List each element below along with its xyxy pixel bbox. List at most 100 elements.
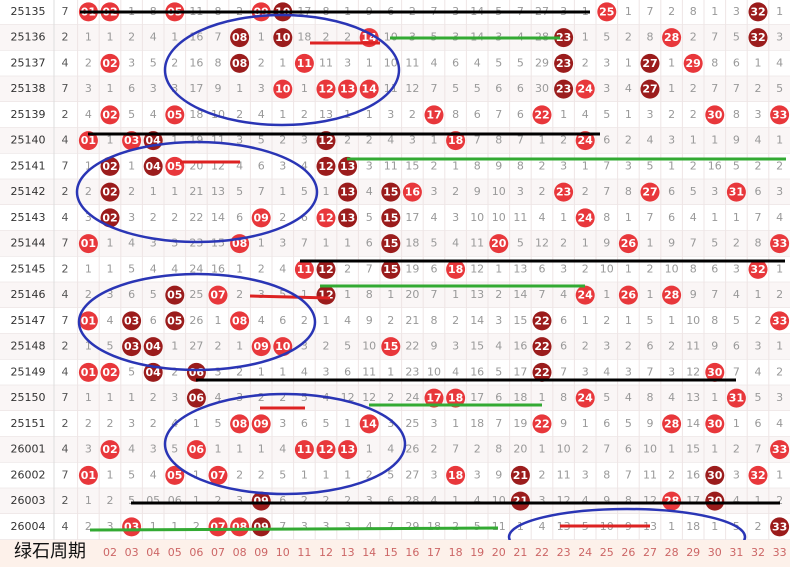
ball xyxy=(554,28,574,48)
omission: 1 xyxy=(776,468,783,481)
omission: 6 xyxy=(301,417,308,430)
omission: 11 xyxy=(643,468,657,481)
circle-annotation xyxy=(75,140,319,244)
omission: 7 xyxy=(560,365,567,378)
ball xyxy=(446,465,466,485)
ball xyxy=(381,234,401,254)
ball-number: 12 xyxy=(318,211,333,224)
ball-number: 06 xyxy=(189,366,205,379)
ball-number: 12 xyxy=(318,83,333,96)
omission: 5 xyxy=(323,417,330,430)
ball xyxy=(100,208,120,228)
ball-number: 02 xyxy=(102,160,117,173)
ball-number: 23 xyxy=(556,186,571,199)
ball xyxy=(208,465,228,485)
ball-number: 09 xyxy=(254,340,269,353)
omission: 2 xyxy=(625,31,632,44)
omission: 6 xyxy=(711,262,718,275)
count: 2 xyxy=(62,108,69,121)
omission: 4 xyxy=(344,314,351,327)
omission: 10 xyxy=(643,443,657,456)
count: 4 xyxy=(62,365,69,378)
omission: 1 xyxy=(668,520,675,533)
ball xyxy=(402,182,422,202)
omission: 9 xyxy=(647,417,654,430)
omission: 6 xyxy=(258,159,265,172)
issue: 25139 xyxy=(11,108,46,121)
omission: 1 xyxy=(668,443,675,456)
omission: 1 xyxy=(452,159,459,172)
omission: 2 xyxy=(236,288,243,301)
omission: 18 xyxy=(513,391,527,404)
omission: 4 xyxy=(625,82,632,95)
omission: 6 xyxy=(733,56,740,69)
omission: 1 xyxy=(647,237,654,250)
omission: 10 xyxy=(384,56,398,69)
omission: 1 xyxy=(215,443,222,456)
omission: 3 xyxy=(560,159,567,172)
ball xyxy=(381,182,401,202)
ball-number: 17 xyxy=(426,392,441,405)
omission: 7 xyxy=(711,82,718,95)
omission: 2 xyxy=(690,159,697,172)
omission: 1 xyxy=(776,340,783,353)
ball xyxy=(143,156,163,176)
omission: 3 xyxy=(279,159,286,172)
omission: 3 xyxy=(301,134,308,147)
omission: 3 xyxy=(128,56,135,69)
omission: 1 xyxy=(431,134,438,147)
ball xyxy=(273,337,293,357)
omission: 30 xyxy=(535,82,549,95)
omission: 2 xyxy=(344,134,351,147)
omission: 1 xyxy=(344,417,351,430)
omission: 2 xyxy=(387,314,394,327)
issue: 25149 xyxy=(11,365,46,378)
ball-number: 07 xyxy=(210,469,225,482)
ball xyxy=(770,440,790,460)
omission: 2 xyxy=(755,82,762,95)
ball xyxy=(575,131,595,151)
ball-number: 10 xyxy=(275,31,291,44)
omission: 2 xyxy=(236,468,243,481)
omission: 1 xyxy=(344,468,351,481)
ball-number: 18 xyxy=(448,134,463,147)
ball-number: 27 xyxy=(642,186,657,199)
ball xyxy=(381,337,401,357)
omission: 1 xyxy=(85,391,92,404)
column-number: 17 xyxy=(427,546,441,559)
omission: 6 xyxy=(431,262,438,275)
omission: 10 xyxy=(470,211,484,224)
omission: 3 xyxy=(128,417,135,430)
omission: 19 xyxy=(405,262,419,275)
footer-bg xyxy=(0,540,790,567)
omission: 5 xyxy=(603,31,610,44)
omission: 7 xyxy=(647,211,654,224)
omission: 16 xyxy=(470,365,484,378)
count: 4 xyxy=(62,520,69,533)
omission: 6 xyxy=(279,314,286,327)
omission: 18 xyxy=(686,520,700,533)
omission: 13 xyxy=(470,288,484,301)
ball xyxy=(359,414,379,434)
omission: 3 xyxy=(603,340,610,353)
omission: 7 xyxy=(603,185,610,198)
omission: 5 xyxy=(733,159,740,172)
ball-number: 33 xyxy=(772,314,787,327)
ball xyxy=(78,362,98,382)
ball-number: 02 xyxy=(102,57,117,70)
omission: 9 xyxy=(431,340,438,353)
omission: 1 xyxy=(582,314,589,327)
omission: 1 xyxy=(582,31,589,44)
ball xyxy=(165,465,185,485)
omission: 5 xyxy=(474,520,481,533)
omission: 1 xyxy=(711,5,718,18)
count: 7 xyxy=(62,159,69,172)
column-number: 13 xyxy=(341,546,355,559)
ball xyxy=(316,156,336,176)
omission: 5 xyxy=(128,468,135,481)
omission: 7 xyxy=(625,468,632,481)
ball-number: 15 xyxy=(383,186,398,199)
omission: 1 xyxy=(85,262,92,275)
omission: 3 xyxy=(215,365,222,378)
row-bg xyxy=(0,436,790,463)
